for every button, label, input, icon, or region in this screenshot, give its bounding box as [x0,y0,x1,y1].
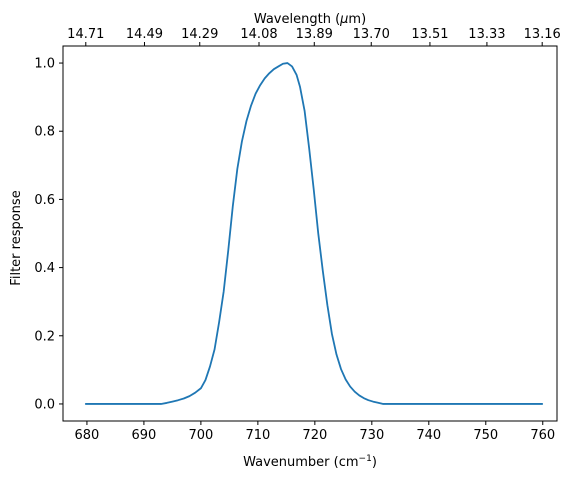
top-tick-label: 13.51 [411,27,448,42]
x-tick-label: 680 [75,428,100,443]
top-tick-label: 14.71 [67,27,104,42]
top-tick-label: 14.29 [181,27,218,42]
filter-response-line [84,62,544,405]
top-tick-label: 14.08 [240,27,277,42]
top-tick-label: 14.49 [126,27,163,42]
y-tick-label: 0.6 [34,193,55,208]
x-tick-label: 690 [131,428,156,443]
x-tick-label: 700 [188,428,213,443]
y-tick-label: 0.8 [34,125,55,140]
top-tick-label: 13.33 [468,27,505,42]
ticks-layer: 680 690 700 710 720 730 740 750 760 0.0 0.2 0.4 0.6 0… [34,27,560,443]
top-tick-label: 13.16 [524,27,561,42]
top-tick-label: 13.89 [296,27,333,42]
plot-frame [62,45,558,422]
y-tick-label: 0.0 [34,397,55,412]
x-tick-label: 760 [530,428,555,443]
y-tick-label: 0.2 [34,329,55,344]
x-tick-label: 740 [416,428,441,443]
x-tick-label: 720 [302,428,327,443]
x-axis-title: Wavenumber (cm−1) [243,454,377,470]
x-tick-label: 730 [359,428,384,443]
y-tick-label: 0.4 [34,261,55,276]
y-tick-label: 1.0 [34,57,55,72]
top-axis-title: Wavelength (μm) [254,12,366,27]
top-tick-label: 13.70 [353,27,390,42]
x-tick-label: 710 [245,428,270,443]
y-axis-title: Filter response [9,190,24,285]
x-tick-label: 750 [473,428,498,443]
plot-layer [84,62,544,405]
